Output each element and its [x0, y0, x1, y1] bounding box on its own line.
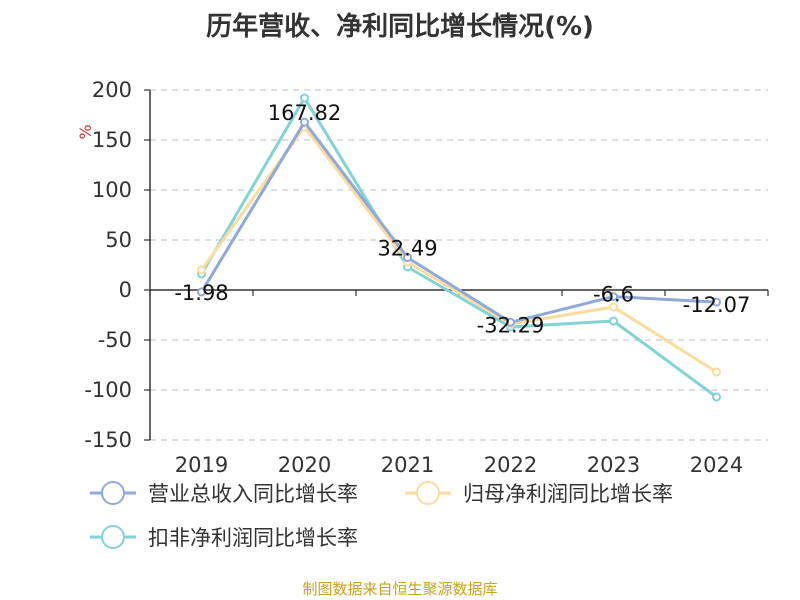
legend-label: 营业总收入同比增长率 — [148, 482, 358, 506]
data-point — [712, 392, 721, 402]
y-axis-label: % — [76, 124, 95, 139]
legend-swatch-marker — [416, 481, 440, 505]
legend-item: 营业总收入同比增长率 — [90, 481, 358, 506]
legend-swatch-marker — [101, 481, 125, 505]
y-tick-label: -150 — [84, 428, 132, 452]
x-tick-label: 2019 — [175, 453, 228, 477]
data-point — [609, 316, 618, 326]
y-tick-label: 0 — [119, 278, 132, 302]
y-tick-label: 50 — [105, 228, 132, 252]
data-label: 32.49 — [377, 237, 437, 261]
data-label: -32.29 — [477, 313, 545, 337]
data-point — [506, 317, 515, 327]
y-tick-label: 100 — [92, 178, 132, 202]
data-point — [300, 117, 309, 127]
data-point — [712, 367, 721, 377]
chart-title: 历年营收、净利同比增长情况(%) — [206, 12, 594, 42]
legend-item: 归母净利润同比增长率 — [405, 481, 673, 506]
y-tick-label: -50 — [98, 328, 132, 352]
y-tick-label: 150 — [92, 128, 132, 152]
x-tick-label: 2020 — [278, 453, 331, 477]
x-tick-label: 2023 — [587, 453, 640, 477]
data-point — [609, 292, 618, 302]
series-lines — [197, 93, 721, 402]
legend-item: 扣非净利润同比增长率 — [90, 525, 358, 550]
data-point — [197, 265, 206, 275]
data-label: -6.6 — [593, 283, 634, 307]
x-tick-label: 2021 — [381, 453, 434, 477]
x-tick-label: 2022 — [484, 453, 537, 477]
x-tick-label: 2024 — [690, 453, 743, 477]
legend-label: 归母净利润同比增长率 — [463, 482, 673, 506]
series-line — [200, 120, 717, 324]
data-label: -1.98 — [174, 281, 228, 305]
data-labels: -1.98 167.82 32.49 -32.29 -6.6 -12.07 — [174, 101, 750, 337]
data-point — [403, 253, 412, 263]
legend-label: 扣非净利润同比增长率 — [148, 526, 358, 550]
data-label: 167.82 — [268, 101, 341, 125]
axes: -150 -100 -50 0 50 100 150 200 2019 2020 2021 2022 2… — [76, 78, 769, 477]
data-point — [300, 93, 309, 103]
data-point — [197, 287, 206, 297]
grid-lines — [150, 89, 768, 441]
data-label: -12.07 — [683, 293, 751, 317]
source-note: 制图数据来自恒生聚源数据库 — [302, 580, 498, 598]
y-tick-label: 200 — [92, 78, 132, 102]
legend-swatch-marker — [101, 525, 125, 549]
data-point — [609, 302, 618, 312]
series-line — [200, 96, 718, 399]
data-point — [712, 297, 721, 307]
y-tick-label: -100 — [84, 378, 132, 402]
